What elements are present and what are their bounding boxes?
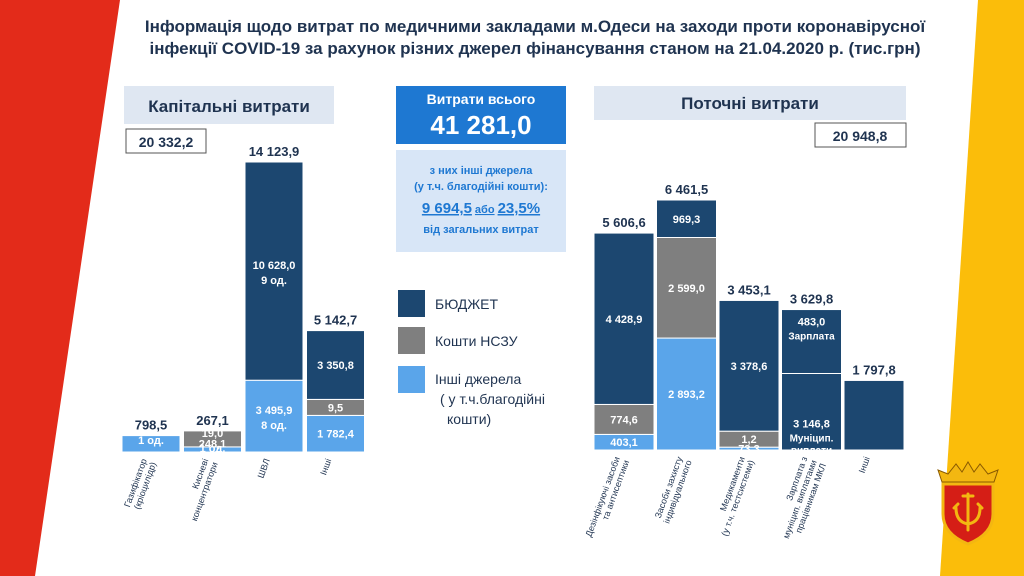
summary-highlight-value: 9 694,5	[422, 200, 472, 217]
bar-label-0-1-s1: 19,0	[202, 428, 223, 440]
title-line1: Інформація щодо витрат по медичними закл…	[145, 17, 927, 36]
summary-sub3: від загальних витрат	[423, 224, 539, 236]
category-label-1-1: Засоби захистуіндивідуального	[652, 455, 694, 525]
breakdown-value-salary: 483,0	[798, 317, 826, 329]
bar-label-0-3-s2: 1 782,4	[317, 429, 355, 441]
summary-sub2: (у т.ч. благодійні кошти):	[414, 181, 548, 193]
bar-total-0-2: 14 123,9	[249, 144, 300, 159]
bar-note-0-0-s2: 1 од.	[138, 435, 164, 447]
bar-label-0-1-s2: 248,1	[199, 438, 227, 450]
bar-label-1-1-s2: 2 893,2	[668, 389, 705, 401]
bar-label-1-1-s0: 969,3	[673, 214, 701, 226]
capital-total: 20 332,2	[139, 134, 194, 150]
bar-label-1-2-s1: 1,2	[741, 434, 756, 446]
bar-note-0-1-s1: 1 од.	[200, 443, 226, 455]
category-label-1-0: Дезінфікуючі засобита антисептики	[584, 455, 632, 541]
yellow-band	[940, 0, 1024, 576]
title-line2: інфекції COVID-19 за рахунок різних джер…	[150, 39, 921, 58]
capital-total-box	[125, 128, 207, 154]
capital-label: Капітальні витрати	[148, 97, 310, 116]
category-label-0-0: Газифікатор(кріоцилідр)	[122, 457, 158, 512]
bar-total-1-2: 3 453,1	[727, 282, 770, 297]
bar-total-0-3: 5 142,7	[314, 313, 357, 328]
bar-total-1-1: 6 461,5	[665, 182, 708, 197]
legend-swatch-nszu	[398, 327, 425, 354]
summary-box	[396, 86, 566, 144]
bar-label-1-2-s0: 3 378,6	[731, 361, 768, 373]
bar-total-0-1: 267,1	[196, 413, 229, 428]
red-band	[0, 0, 120, 576]
category-label-0-3: Інші	[318, 457, 333, 476]
category-label-1-3: Зарплата змуніцип. виплатамипрацівникам …	[772, 455, 828, 543]
bar-label-1-0-s0: 4 428,9	[606, 314, 643, 326]
summary-highlight-pct: 23,5%	[498, 200, 541, 217]
bar-label-1-2-s2: 73,3	[738, 444, 759, 456]
bar-total-1-3: 3 629,8	[790, 292, 833, 307]
summary-sub1: з них інші джерела	[430, 165, 534, 177]
summary-highlight: 9 694,5 або 23,5%	[422, 200, 540, 217]
summary-detail-box	[396, 150, 566, 252]
category-label-0-1: Кисневіконцентратори	[180, 457, 220, 522]
bar-label-0-2-s0: 10 628,0	[253, 260, 296, 272]
legend-label-other-sub1: ( у т.ч.благодійні	[440, 391, 545, 407]
category-label-1-4: Інші	[857, 455, 872, 474]
bar-label-1-0-s1: 774,6	[610, 414, 638, 426]
bar-note-0-2-s0: 9 од.	[261, 275, 287, 287]
legend-label-nszu: Кошти НСЗУ	[435, 333, 518, 349]
bar-1-4-s0	[843, 379, 905, 451]
bar-0-3-s2	[306, 414, 365, 453]
bar-1-2-s0	[718, 299, 780, 432]
summary-highlight-sep: або	[475, 204, 495, 216]
bar-1-1-s2	[656, 337, 717, 451]
breakdown-name-salary: Зарплата	[788, 332, 835, 343]
legend-label-budget: БЮДЖЕТ	[435, 296, 498, 312]
bar-0-1-s1	[183, 430, 242, 448]
bar-total-0-0: 798,5	[135, 418, 168, 433]
bar-1-3-s0	[781, 309, 842, 451]
bar-0-2-s2	[244, 379, 304, 453]
bar-label-1-1-s1: 2 599,0	[668, 283, 705, 295]
category-label-1-2: Медикаменти(у т.ч. тестсистеми)	[710, 455, 756, 537]
bar-total-1-4: 1 797,8	[852, 362, 895, 377]
bar-1-1-s1	[656, 237, 717, 339]
bar-1-1-s0	[656, 199, 717, 239]
bar-label-0-3-s1: 9,5	[328, 402, 343, 414]
legend-label-other-sub2: кошти)	[447, 411, 491, 427]
capital-header	[124, 86, 334, 124]
current-total: 20 948,8	[833, 128, 888, 144]
breakdown-name-municipal-2: виплати	[791, 446, 832, 457]
legend-swatch-budget	[398, 290, 425, 317]
bar-0-0-s2	[121, 435, 181, 453]
legend-swatch-other	[398, 366, 425, 393]
current-label: Поточні витрати	[681, 94, 819, 113]
summary-label: Витрати всього	[427, 91, 536, 107]
summary-value: 41 281,0	[430, 110, 531, 140]
bar-1-0-s0	[593, 232, 655, 405]
bar-total-1-0: 5 606,6	[602, 215, 645, 230]
bar-label-0-3-s0: 3 350,8	[317, 360, 354, 372]
bar-1-0-s1	[593, 403, 655, 435]
breakdown-value-municipal: 3 146,8	[793, 419, 830, 431]
bar-note-0-2-s2: 8 од.	[261, 420, 287, 432]
legend-label-other: Інші джерела	[435, 371, 521, 387]
bar-label-0-2-s2: 3 495,9	[256, 405, 293, 417]
bar-0-2-s0	[244, 161, 304, 381]
bar-label-1-0-s2: 403,1	[610, 437, 638, 449]
bar-note-0-1-s2: 6 од.	[200, 453, 226, 465]
category-label-0-2: ШВЛ	[256, 457, 272, 479]
current-header	[594, 86, 906, 120]
coat-of-arms-icon	[937, 461, 999, 546]
bar-0-3-s0	[306, 330, 365, 400]
current-total-box	[814, 122, 907, 148]
breakdown-name-municipal-1: Муніцип.	[790, 434, 834, 445]
